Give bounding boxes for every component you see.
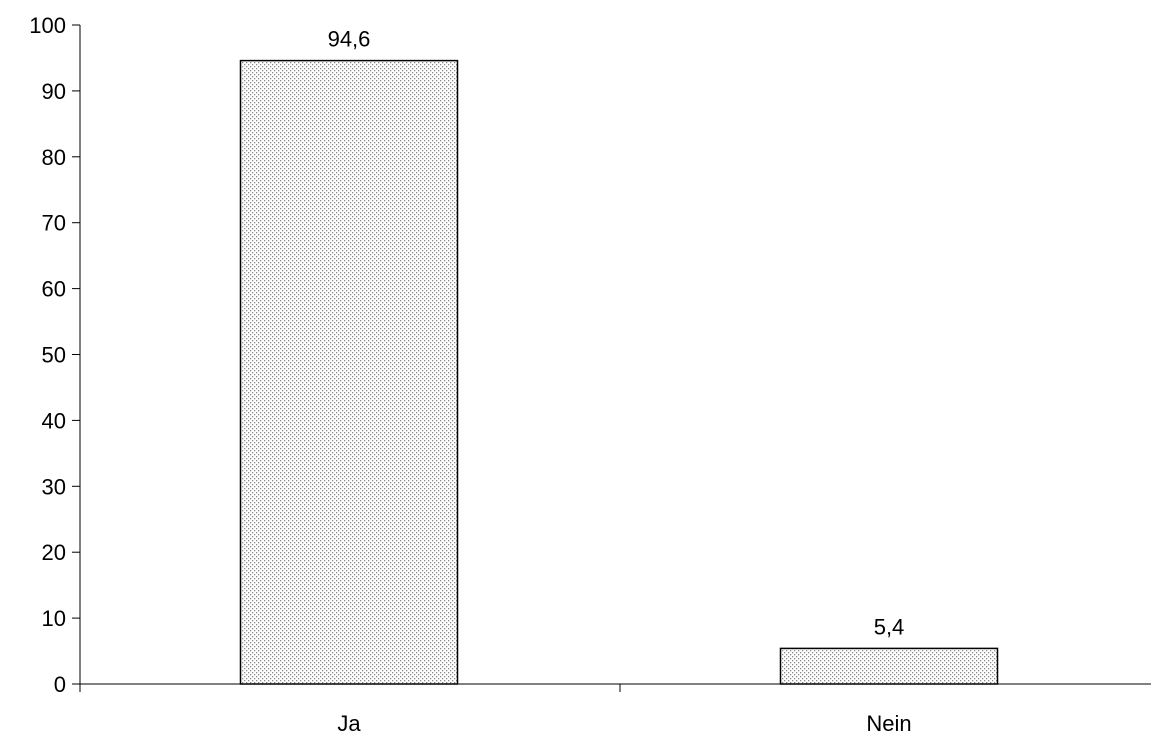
x-tick-label-nein: Nein [866, 711, 911, 736]
y-tick-label-90: 90 [42, 79, 66, 104]
y-tick-label-30: 30 [42, 474, 66, 499]
y-tick-label-0: 0 [54, 672, 66, 697]
labels: 94,6 Ja 5,4 Nein 0 10 20 30 40 50 60 70 80 90 100 [29, 13, 911, 736]
y-tick-label-70: 70 [42, 211, 66, 236]
y-tick-label-100: 100 [29, 13, 66, 38]
y-tick-label-60: 60 [42, 277, 66, 302]
bars [239, 59, 999, 685]
y-tick-label-50: 50 [42, 343, 66, 368]
bar-nein [779, 647, 999, 685]
x-tick-label-ja: Ja [337, 711, 361, 736]
y-tick-label-20: 20 [42, 540, 66, 565]
y-tick-label-10: 10 [42, 606, 66, 631]
data-label-nein: 5,4 [874, 614, 905, 639]
y-tick-label-80: 80 [42, 145, 66, 170]
axes [72, 24, 1151, 692]
y-tick-label-40: 40 [42, 408, 66, 433]
data-label-ja: 94,6 [328, 27, 371, 52]
bar-ja [239, 59, 459, 685]
